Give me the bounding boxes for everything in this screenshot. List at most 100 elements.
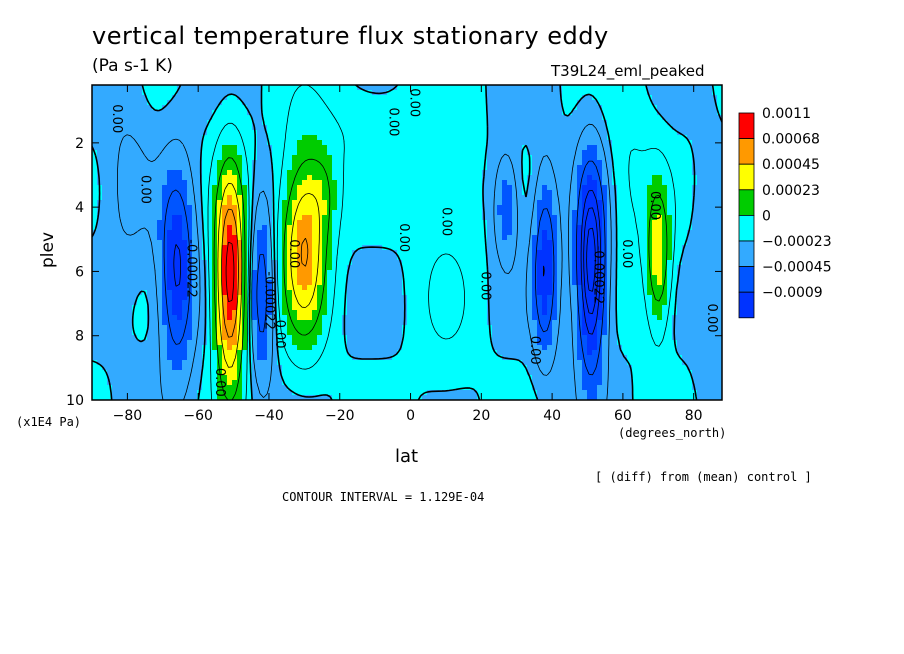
heatmap-cell — [487, 200, 493, 206]
heatmap-cell — [542, 100, 548, 106]
heatmap-cell — [112, 160, 118, 166]
heatmap-cell — [582, 235, 588, 241]
heatmap-cell — [102, 90, 108, 96]
heatmap-cell — [332, 265, 338, 271]
heatmap-cell — [247, 165, 253, 171]
heatmap-cell — [502, 235, 508, 241]
heatmap-cell — [157, 185, 163, 191]
heatmap-cell — [102, 215, 108, 221]
heatmap-cell — [402, 165, 408, 171]
heatmap-cell — [692, 215, 698, 221]
heatmap-cell — [512, 110, 518, 116]
heatmap-cell — [272, 205, 278, 211]
heatmap-cell — [222, 190, 228, 196]
heatmap-cell — [297, 190, 303, 196]
heatmap-cell — [487, 250, 493, 256]
heatmap-cell — [637, 210, 643, 216]
heatmap-cell — [137, 220, 143, 226]
heatmap-cell — [157, 210, 163, 216]
heatmap-cell — [352, 155, 358, 161]
heatmap-cell — [332, 210, 338, 216]
heatmap-cell — [107, 225, 113, 231]
heatmap-cell — [262, 120, 268, 126]
heatmap-cell — [552, 200, 558, 206]
heatmap-cell — [457, 115, 463, 121]
heatmap-cell — [272, 185, 278, 191]
heatmap-cell — [697, 95, 703, 101]
heatmap-cell — [132, 240, 138, 246]
heatmap-cell — [332, 250, 338, 256]
heatmap-cell — [637, 150, 643, 156]
heatmap-cell — [522, 210, 528, 216]
heatmap-cell — [192, 85, 198, 91]
heatmap-cell — [227, 230, 233, 236]
heatmap-cell — [232, 250, 238, 256]
heatmap-cell — [687, 120, 693, 126]
heatmap-cell — [167, 110, 173, 116]
heatmap-cell — [332, 240, 338, 246]
heatmap-cell — [632, 220, 638, 226]
heatmap-cell — [627, 250, 633, 256]
heatmap-cell — [407, 190, 413, 196]
heatmap-cell — [222, 210, 228, 216]
heatmap-cell — [107, 155, 113, 161]
heatmap-cell — [642, 115, 648, 121]
heatmap-cell — [392, 255, 398, 261]
heatmap-cell — [617, 145, 623, 151]
heatmap-cell — [582, 160, 588, 166]
heatmap-cell — [532, 150, 538, 156]
heatmap-cell — [302, 240, 308, 246]
heatmap-cell — [417, 90, 423, 96]
heatmap-cell — [452, 180, 458, 186]
heatmap-cell — [392, 115, 398, 121]
heatmap-cell — [347, 135, 353, 141]
heatmap-cell — [487, 140, 493, 146]
heatmap-cell — [552, 240, 558, 246]
heatmap-cell — [222, 205, 228, 211]
heatmap-cell — [302, 205, 308, 211]
heatmap-cell — [197, 225, 203, 231]
heatmap-cell — [297, 240, 303, 246]
heatmap-cell — [317, 245, 323, 251]
heatmap-cell — [407, 230, 413, 236]
heatmap-cell — [202, 220, 208, 226]
heatmap-cell — [342, 140, 348, 146]
heatmap-cell — [642, 130, 648, 136]
heatmap-cell — [307, 235, 313, 241]
heatmap-cell — [502, 95, 508, 101]
heatmap-cell — [187, 170, 193, 176]
heatmap-cell — [297, 185, 303, 191]
heatmap-cell — [382, 240, 388, 246]
heatmap-cell — [267, 140, 273, 146]
heatmap-cell — [442, 220, 448, 226]
heatmap-cell — [167, 215, 173, 221]
heatmap-cell — [372, 175, 378, 181]
heatmap-cell — [302, 265, 308, 271]
heatmap-cell — [332, 110, 338, 116]
heatmap-cell — [707, 260, 713, 266]
heatmap-cell — [417, 220, 423, 226]
heatmap-cell — [387, 245, 393, 251]
heatmap-cell — [442, 95, 448, 101]
heatmap-cell — [292, 245, 298, 251]
heatmap-cell — [422, 135, 428, 141]
heatmap-cell — [337, 250, 343, 256]
heatmap-cell — [172, 90, 178, 96]
heatmap-cell — [492, 210, 498, 216]
heatmap-cell — [487, 135, 493, 141]
heatmap-cell — [347, 185, 353, 191]
heatmap-cell — [382, 145, 388, 151]
heatmap-cell — [632, 165, 638, 171]
heatmap-cell — [357, 120, 363, 126]
heatmap-cell — [382, 180, 388, 186]
heatmap-cell — [402, 185, 408, 191]
heatmap-cell — [142, 120, 148, 126]
heatmap-cell — [312, 165, 318, 171]
heatmap-cell — [422, 195, 428, 201]
heatmap-cell — [532, 245, 538, 251]
heatmap-cell — [142, 95, 148, 101]
heatmap-cell — [112, 190, 118, 196]
heatmap-cell — [122, 190, 128, 196]
heatmap-cell — [612, 95, 618, 101]
heatmap-cell — [457, 165, 463, 171]
